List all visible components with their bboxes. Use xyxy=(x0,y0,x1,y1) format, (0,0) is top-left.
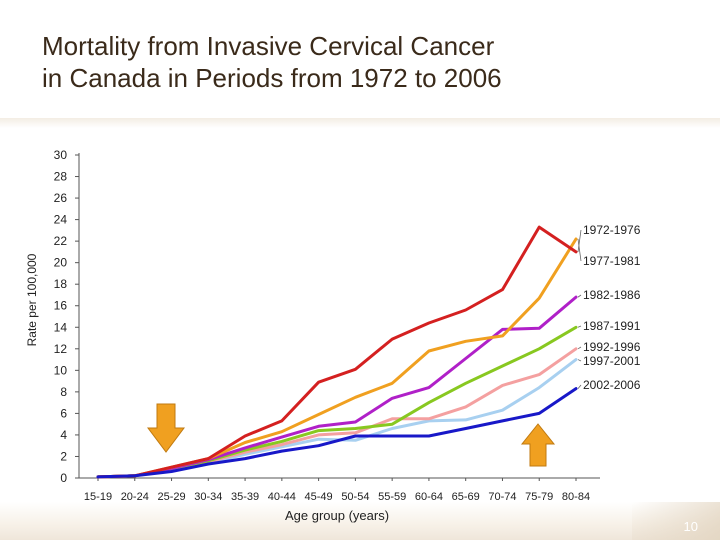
legend-leader-line xyxy=(577,346,582,350)
annotation-arrows xyxy=(147,403,556,467)
y-tick-label: 26 xyxy=(54,191,68,205)
legend-leader-line xyxy=(577,294,582,298)
x-tick-label: 75-79 xyxy=(525,491,553,503)
x-tick-label: 50-54 xyxy=(341,491,369,503)
y-tick-label: 24 xyxy=(54,213,68,227)
y-tick-label: 8 xyxy=(60,385,67,399)
legend-leader-line xyxy=(577,325,582,328)
y-tick-label: 20 xyxy=(54,256,68,270)
x-tick-label: 70-74 xyxy=(488,491,516,503)
legend-label: 1977-1981 xyxy=(583,254,641,268)
x-tick-label: 40-44 xyxy=(268,491,296,503)
legend-label: 1982-1986 xyxy=(583,288,641,302)
y-axis-label: Rate per 100,000 xyxy=(25,253,39,346)
slide-title-line-2: in Canada in Periods from 1972 to 2006 xyxy=(42,63,502,93)
x-tick-label: 45-49 xyxy=(305,491,333,503)
y-tick-label: 0 xyxy=(60,471,67,485)
y-tick-label: 22 xyxy=(54,234,68,248)
slide-title: Mortality from Invasive Cervical Cancer … xyxy=(42,30,682,94)
x-axis-ticks: 15-19 20-24 25-29 30-34 35-39 40-44 45-49 50-54… xyxy=(84,478,590,503)
y-tick-label: 2 xyxy=(60,449,67,463)
series-line-1982-1986 xyxy=(96,295,578,479)
legend-leader-line xyxy=(577,238,582,262)
slide-title-line-1: Mortality from Invasive Cervical Cancer xyxy=(42,31,495,61)
legend-label: 1987-1991 xyxy=(583,319,641,333)
x-axis-label: Age group (years) xyxy=(285,508,389,523)
x-tick-label: 25-29 xyxy=(157,491,185,503)
series-line-1972-1976 xyxy=(96,225,578,479)
x-tick-label: 60-64 xyxy=(415,491,443,503)
legend-label: 1992-1996 xyxy=(583,340,641,354)
down-arrow-icon xyxy=(147,403,185,453)
footer-band xyxy=(0,502,720,540)
footer-decoration xyxy=(632,502,720,540)
y-tick-label: 4 xyxy=(60,428,67,442)
chart-legend: 1972-1976 1977-1981 1982-1986 1987-1991 1992… xyxy=(583,223,641,392)
chart-axes xyxy=(78,153,600,479)
y-tick-label: 18 xyxy=(54,277,68,291)
x-tick-label: 30-34 xyxy=(194,491,222,503)
x-tick-label: 15-19 xyxy=(84,491,112,503)
y-tick-label: 28 xyxy=(54,170,68,184)
legend-label: 2002-2006 xyxy=(583,378,641,392)
legend-leader-line xyxy=(577,359,582,362)
x-tick-label: 35-39 xyxy=(231,491,259,503)
y-tick-label: 16 xyxy=(54,299,68,313)
legend-leader-line xyxy=(577,229,582,252)
page-number: 10 xyxy=(683,519,698,534)
y-tick-label: 30 xyxy=(54,148,68,162)
y-tick-label: 14 xyxy=(54,320,68,334)
legend-leader-line xyxy=(577,384,582,389)
legend-label: 1997-2001 xyxy=(583,354,641,368)
chart-series xyxy=(96,225,578,479)
y-tick-label: 6 xyxy=(60,406,67,420)
x-tick-label: 55-59 xyxy=(378,491,406,503)
x-tick-label: 80-84 xyxy=(562,491,590,503)
header-divider-band xyxy=(0,118,720,128)
up-arrow-icon xyxy=(520,423,556,467)
series-line-2002-2006 xyxy=(96,387,578,479)
series-line-1987-1991 xyxy=(96,325,578,479)
legend-label: 1972-1976 xyxy=(583,223,641,237)
x-tick-label: 20-24 xyxy=(121,491,149,503)
y-tick-label: 12 xyxy=(54,342,68,356)
legend-leader-lines xyxy=(577,229,582,389)
y-tick-label: 10 xyxy=(54,363,68,377)
x-tick-label: 65-69 xyxy=(452,491,480,503)
